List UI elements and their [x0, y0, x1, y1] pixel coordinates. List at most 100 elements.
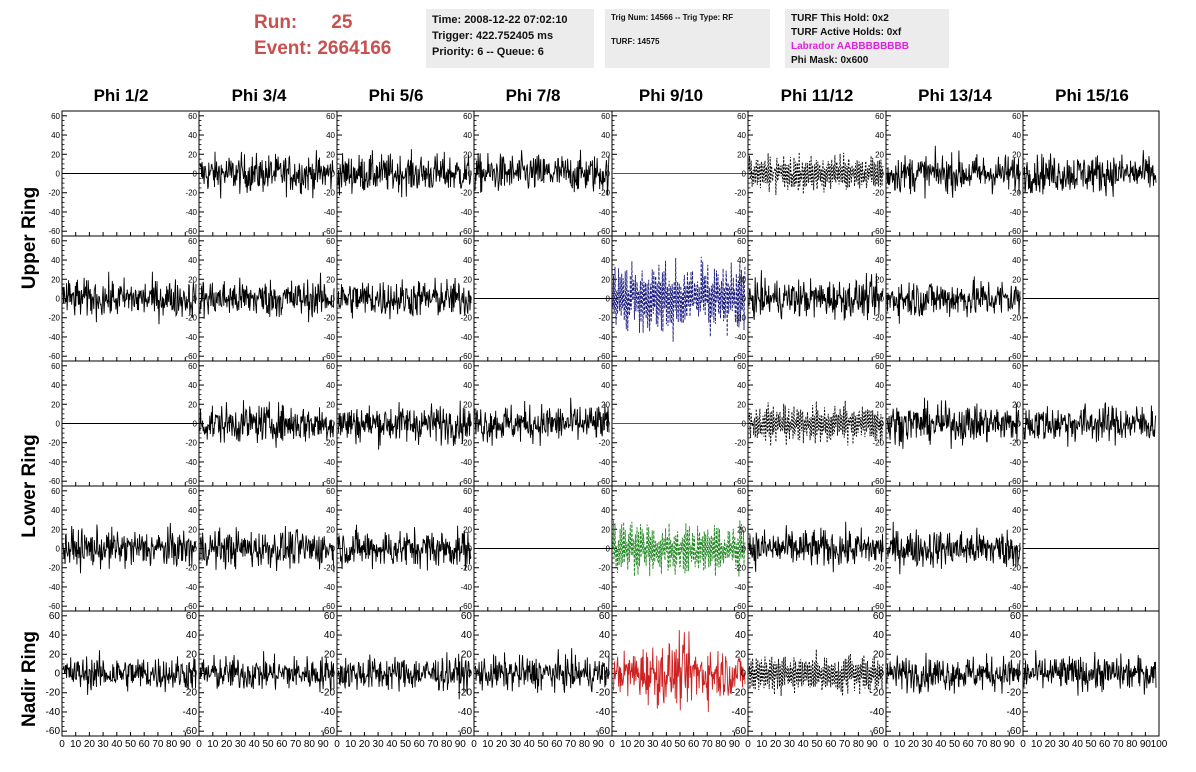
x-tick-label: 40	[249, 739, 261, 750]
y-tick-label: -60	[48, 352, 60, 361]
y-tick-label: -20	[323, 564, 335, 573]
y-tick-label: -60	[460, 227, 472, 236]
x-tick-label: 0	[609, 739, 615, 750]
x-tick-label: 90	[1004, 739, 1016, 750]
y-tick-label: -20	[460, 439, 472, 448]
y-tick-label: 40	[188, 131, 197, 140]
x-tick-label: 60	[963, 739, 975, 750]
y-tick-label: 60	[188, 362, 197, 371]
waveform-trace	[199, 400, 335, 448]
x-tick-label: 60	[276, 739, 288, 750]
y-tick-label: 60	[735, 611, 747, 622]
x-tick-label: 30	[647, 739, 659, 750]
y-tick-label: -60	[1009, 227, 1021, 236]
y-tick-label: 40	[461, 630, 473, 641]
y-tick-label: -60	[185, 352, 197, 361]
x-tick-label: 90	[729, 739, 741, 750]
y-tick-label: -60	[48, 477, 60, 486]
y-tick-label: 20	[463, 525, 472, 534]
x-tick-label: 30	[784, 739, 796, 750]
y-tick-label: -40	[460, 583, 472, 592]
y-tick-label: -40	[872, 583, 884, 592]
y-tick-label: 40	[875, 381, 884, 390]
phi-header-8: Phi 15/16	[1055, 86, 1129, 105]
y-tick-label: 60	[463, 237, 472, 246]
waveform-trace	[337, 652, 472, 700]
y-tick-label: -20	[734, 189, 746, 198]
x-tick-label: 10	[756, 739, 768, 750]
y-tick-label: -40	[458, 707, 473, 718]
y-tick-label: 60	[188, 112, 197, 121]
y-tick-label: 60	[186, 611, 198, 622]
y-tick-label: 40	[324, 630, 336, 641]
x-tick-label: 80	[579, 739, 591, 750]
x-tick-label: 10	[1031, 739, 1043, 750]
waveform-trace	[612, 256, 746, 342]
y-tick-label: -60	[323, 227, 335, 236]
y-tick-label: 40	[601, 131, 610, 140]
waveform-trace	[199, 525, 335, 573]
y-tick-label: -60	[1009, 602, 1021, 611]
y-tick-label: 60	[1010, 611, 1022, 622]
y-tick-label: -40	[596, 707, 611, 718]
x-tick-label: 90	[318, 739, 330, 750]
y-tick-label: -60	[185, 227, 197, 236]
y-tick-label: 60	[1012, 237, 1021, 246]
labrador-text: Labrador AABBBBBBBB	[791, 41, 909, 52]
y-tick-label: -40	[734, 333, 746, 342]
y-tick-label: 20	[601, 525, 610, 534]
y-tick-label: 60	[875, 237, 884, 246]
waveform-trace	[199, 150, 335, 199]
x-tick-label: 70	[976, 739, 988, 750]
y-tick-label: 20	[51, 400, 60, 409]
x-tick-label: 80	[166, 739, 178, 750]
y-tick-label: 0	[742, 420, 747, 429]
y-tick-label: -20	[48, 439, 60, 448]
y-tick-label: 0	[742, 295, 747, 304]
y-tick-label: 20	[601, 275, 610, 284]
y-tick-label: 0	[606, 295, 611, 304]
y-tick-label: 20	[873, 649, 885, 660]
x-tick-label: 80	[853, 739, 865, 750]
y-tick-label: 40	[601, 256, 610, 265]
y-tick-label: -40	[185, 333, 197, 342]
y-tick-label: -20	[1009, 439, 1021, 448]
y-tick-label: -20	[734, 564, 746, 573]
y-tick-label: 60	[599, 611, 611, 622]
phi-header-1: Phi 1/2	[93, 86, 149, 105]
waveform-trace	[199, 272, 335, 323]
x-tick-label: 10	[482, 739, 494, 750]
y-tick-label: 40	[1012, 131, 1021, 140]
y-tick-label: 40	[601, 381, 610, 390]
x-tick-label: 30	[98, 739, 110, 750]
y-tick-label: 20	[1012, 525, 1021, 534]
waveform-trace	[337, 277, 472, 320]
y-tick-label: -40	[185, 583, 197, 592]
y-tick-label: 40	[326, 506, 335, 515]
waveform-trace	[62, 522, 197, 574]
y-tick-label: -40	[46, 707, 61, 718]
trigger-info-box: Trig Num: 14566 -- Trig Type: RF TURF: 1…	[605, 9, 770, 68]
y-tick-label: -40	[323, 583, 335, 592]
y-tick-label: 40	[1012, 381, 1021, 390]
waveform-trace	[1023, 402, 1157, 447]
y-tick-label: 60	[463, 362, 472, 371]
y-tick-label: -20	[323, 439, 335, 448]
run-value: 25	[331, 12, 353, 33]
y-tick-label: -40	[323, 333, 335, 342]
y-tick-label: -60	[598, 477, 610, 486]
y-tick-label: 20	[737, 525, 746, 534]
y-tick-label: 0	[193, 420, 198, 429]
y-tick-label: 0	[740, 669, 746, 680]
y-tick-label: 20	[188, 400, 197, 409]
y-tick-label: 0	[606, 170, 611, 179]
x-tick-label: 10	[894, 739, 906, 750]
y-tick-label: -60	[48, 227, 60, 236]
y-tick-label: 0	[54, 669, 60, 680]
y-tick-label: 60	[601, 237, 610, 246]
x-tick-label: 20	[1045, 739, 1057, 750]
waveform-trace	[199, 651, 335, 693]
y-tick-label: 0	[329, 669, 335, 680]
y-tick-label: 40	[186, 630, 198, 641]
x-tick-label: 0	[883, 739, 889, 750]
